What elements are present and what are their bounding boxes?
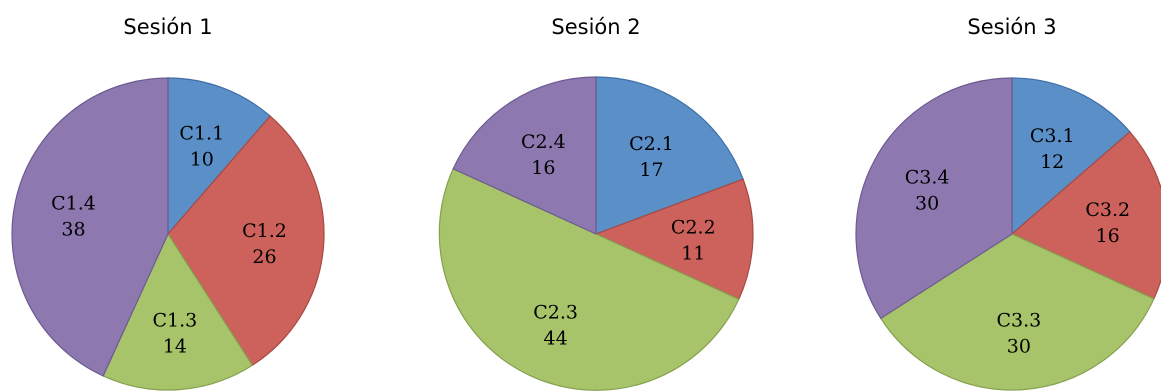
chart-title: Sesión 2 <box>551 15 640 39</box>
slice-category-label: C2.4 <box>521 131 566 153</box>
slice-value-label: 14 <box>163 336 187 358</box>
pie-slice-c1-3 <box>102 232 254 391</box>
slice-category-label: C2.1 <box>629 133 674 155</box>
pie-slice-c2-1 <box>595 76 744 235</box>
slice-category-label: C3.1 <box>1030 125 1075 147</box>
slice-value-label: 30 <box>1007 336 1031 358</box>
pie-slice-c3-2 <box>1010 130 1161 300</box>
pie-chart-sesion-3: Sesión 3 C3.1 12 C3.2 16 C3.3 30 C3.4 30 <box>855 15 1161 391</box>
pie-slice-c3-4 <box>855 77 1013 320</box>
slice-category-label: C2.3 <box>533 302 578 324</box>
pie-chart-sesion-2: Sesión 2 C2.1 17 C2.2 11 C2.3 44 C2.4 16 <box>438 15 754 391</box>
pie-chart-sesion-1: Sesión 1 C1.1 10 C1.2 26 C1.3 14 C1.4 38 <box>11 15 325 391</box>
slice-value-label: 12 <box>1040 151 1064 173</box>
pie-slice-c2-2 <box>594 178 754 301</box>
pie-slice-c2-3 <box>438 167 740 391</box>
pie-slice-c1-4 <box>11 77 169 377</box>
chart-title: Sesión 3 <box>967 15 1056 39</box>
slice-value-label: 11 <box>681 243 705 265</box>
chart-title: Sesión 1 <box>123 15 212 39</box>
slice-category-label: C3.2 <box>1085 199 1130 221</box>
slice-value-label: 16 <box>1096 225 1120 247</box>
slice-category-label: C1.3 <box>153 310 198 332</box>
pie-slice-c3-3 <box>879 233 1155 391</box>
slice-value-label: 26 <box>252 246 276 268</box>
pie-slice-c3-1 <box>1011 77 1131 236</box>
pie-slice-c1-1 <box>167 77 272 236</box>
slice-category-label: C2.2 <box>671 217 716 239</box>
slice-category-label: C1.2 <box>242 220 287 242</box>
slice-value-label: 30 <box>915 193 939 215</box>
pie-slice-c2-4 <box>452 76 597 235</box>
slice-category-label: C3.4 <box>905 167 950 189</box>
slice-value-label: 38 <box>61 218 85 240</box>
pie-slice-c1-2 <box>167 115 325 367</box>
slice-category-label: C1.4 <box>51 192 96 214</box>
slice-value-label: 10 <box>190 148 214 170</box>
slice-value-label: 16 <box>531 157 555 179</box>
slice-category-label: C3.3 <box>997 310 1042 332</box>
slice-value-label: 44 <box>544 328 568 350</box>
slice-value-label: 17 <box>639 159 663 181</box>
slice-category-label: C1.1 <box>179 122 224 144</box>
